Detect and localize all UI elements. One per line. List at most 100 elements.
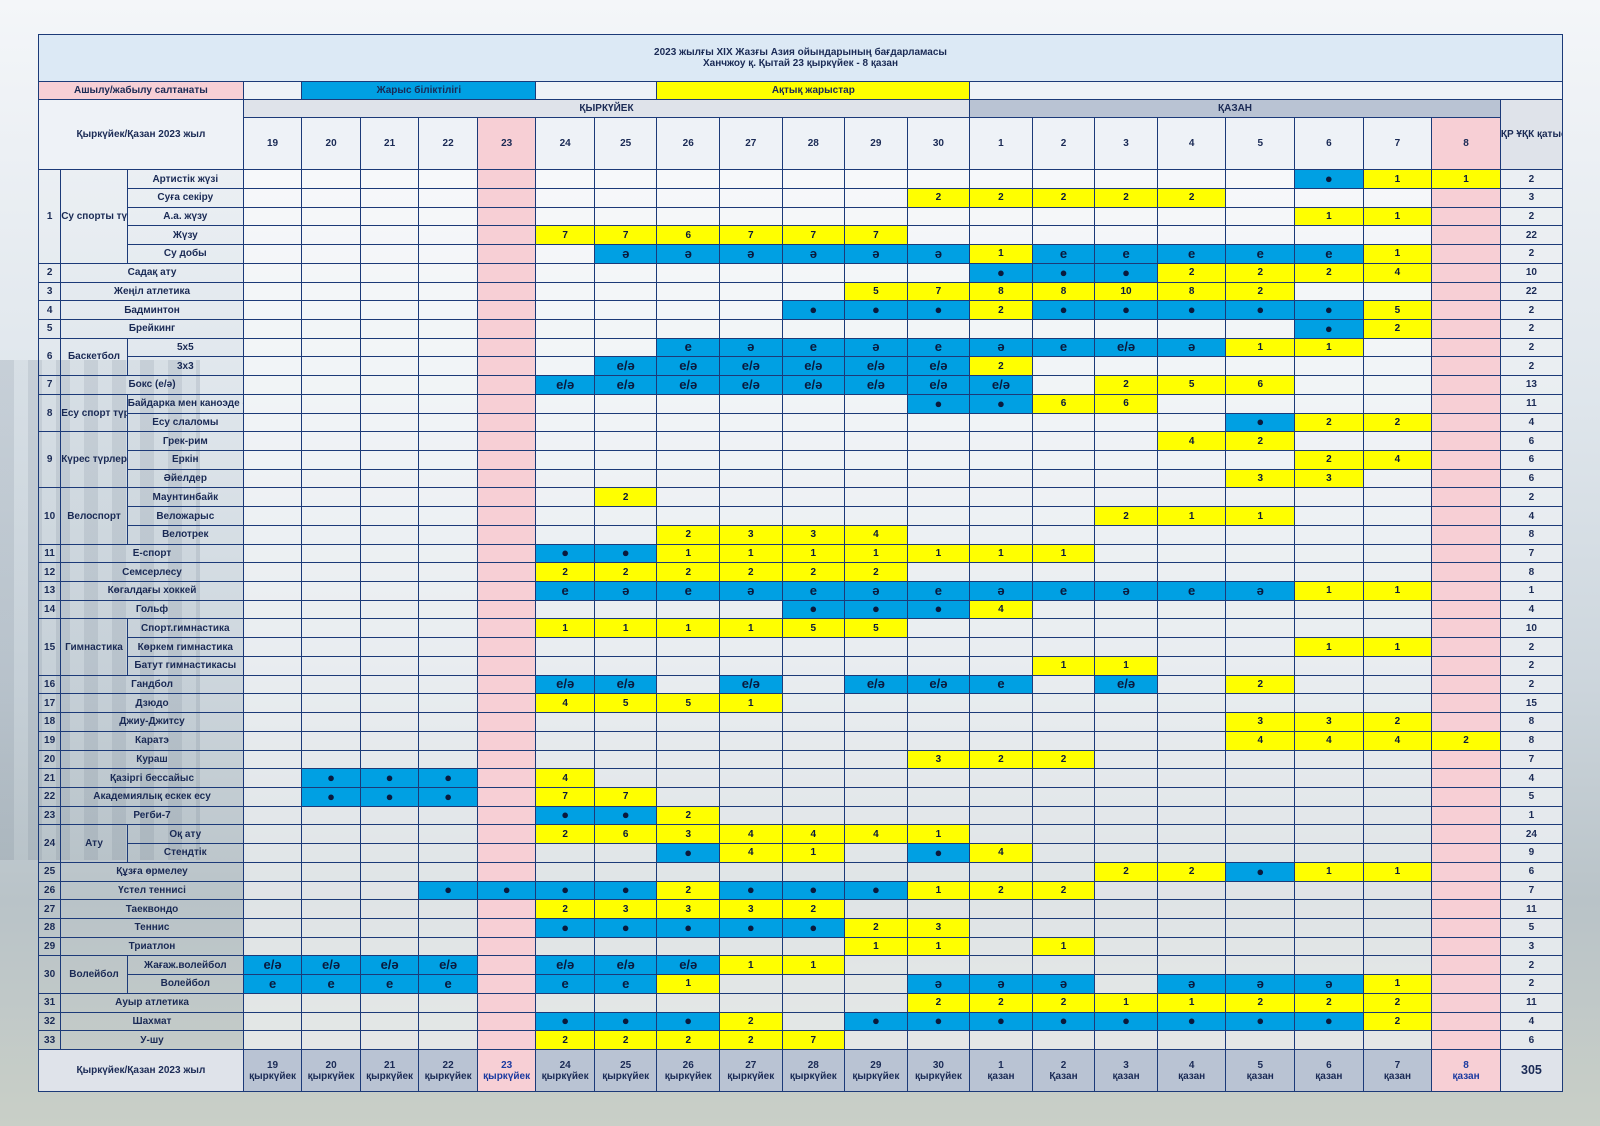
row-number: 19 (37, 730, 62, 751)
row-number: 29 (37, 936, 62, 957)
sport-discipline: Батут гимнастикасы (126, 655, 244, 676)
schedule-cell (1294, 805, 1364, 826)
schedule-cell (656, 749, 720, 770)
schedule-cell (1225, 393, 1296, 414)
sport-row: 3 Жеңіл атлетика 5 7 8 8 10 8 2 22 (37, 281, 1564, 302)
schedule-cell (535, 318, 595, 339)
schedule-cell (535, 393, 595, 414)
row-number: 26 (37, 880, 62, 901)
schedule-cell (1294, 936, 1364, 957)
final-cell: 1 (1031, 936, 1096, 957)
ceremony-cell (476, 917, 537, 938)
legend-finals: Ақтық жарыстар (656, 80, 971, 101)
schedule-cell (1225, 169, 1296, 189)
schedule-cell (301, 393, 361, 414)
footer-day: 6 (1326, 1059, 1332, 1071)
footer-date: 21 қыркүйек (359, 1049, 420, 1092)
schedule-cell (1225, 450, 1296, 470)
final-cell: 2 (535, 1030, 595, 1050)
schedule-cell (242, 786, 303, 807)
schedule-cell (1362, 524, 1433, 545)
schedule-cell (1031, 730, 1096, 751)
qualification-cell: ● (844, 1011, 908, 1032)
sport-group: Велоспорт (60, 487, 128, 545)
schedule-cell (1362, 337, 1433, 358)
row-number: 21 (37, 768, 62, 788)
ceremony-cell (1431, 712, 1501, 732)
qualification-cell: ● (781, 917, 846, 938)
schedule-cell (781, 506, 846, 526)
final-cell: 2 (593, 487, 658, 508)
schedule-cell (593, 337, 658, 358)
final-cell: 4 (969, 843, 1033, 863)
final-cell: 4 (1362, 450, 1433, 470)
schedule-cell (359, 637, 420, 657)
schedule-cell (844, 974, 908, 994)
schedule-cell (719, 506, 783, 526)
final-cell: 5 (844, 281, 908, 302)
schedule-cell (906, 169, 971, 189)
schedule-cell (1031, 618, 1096, 639)
krq-plan-value: 6 (1499, 861, 1564, 882)
qualification-cell: е (359, 974, 420, 994)
qualification-cell: е/ә (359, 955, 420, 976)
footer-month: қыркүйек (727, 1070, 775, 1082)
schedule-cell (1362, 749, 1433, 770)
schedule-cell (1362, 281, 1433, 302)
schedule-cell (906, 506, 971, 526)
ceremony-cell (1431, 524, 1501, 545)
sport-name: Брейкинг (60, 318, 244, 339)
schedule-cell (242, 262, 303, 283)
final-cell: 1 (719, 543, 783, 564)
qualification-cell: е/ә (906, 375, 971, 395)
sport-discipline: Жүзу (126, 225, 244, 246)
sport-discipline: Есу слаломы (126, 412, 244, 433)
final-cell: 1 (1294, 637, 1364, 657)
qualification-cell: е/ә (844, 375, 908, 395)
qualification-cell: е (301, 974, 361, 994)
footer-date: 3 қазан (1094, 1049, 1158, 1092)
schedule-cell (418, 936, 478, 957)
schedule-cell (242, 169, 303, 189)
day-header-7: 7 (1362, 116, 1433, 171)
krq-plan-value: 8 (1499, 730, 1564, 751)
final-cell: 1 (1225, 337, 1296, 358)
sport-name: Таеквондо (60, 899, 244, 919)
ceremony-cell (1431, 899, 1501, 919)
row-number: 14 (37, 599, 62, 620)
final-cell: 1 (781, 843, 846, 863)
schedule-cell (418, 655, 478, 676)
schedule-cell (301, 599, 361, 620)
ceremony-cell (1431, 187, 1501, 208)
schedule-cell (1225, 356, 1296, 377)
schedule-cell (359, 318, 420, 339)
sport-row: 3х3 е/ә е/ә е/ә е/ә е/ә е/ә 2 2 (39, 356, 1564, 377)
sport-row: 11 Е-спорт ● ● 1 1 1 1 1 1 1 7 (37, 543, 1564, 564)
footer-month: қыркүйек (366, 1070, 414, 1082)
sport-row: 26 Үстел теннисі ● ● ● ● 2 ● ● ● 1 2 2 7 (37, 880, 1564, 901)
sport-row: 20 Кураш 3 2 2 7 (37, 749, 1564, 770)
footer-date: 27 қыркүйек (719, 1049, 783, 1092)
final-cell: 5 (844, 618, 908, 639)
schedule-cell (593, 300, 658, 320)
schedule-cell (781, 281, 846, 302)
qualification-cell: е/ә (593, 955, 658, 976)
schedule-cell (656, 169, 720, 189)
final-cell: 1 (906, 936, 971, 957)
schedule-cell (242, 749, 303, 770)
schedule-cell (1294, 562, 1364, 583)
schedule-cell (969, 206, 1033, 227)
qualification-cell: ә (1225, 581, 1296, 601)
schedule-cell (1031, 843, 1096, 863)
schedule-cell (418, 543, 478, 564)
qualification-cell: ● (593, 917, 658, 938)
schedule-cell (906, 786, 971, 807)
krq-plan-value: 5 (1499, 786, 1564, 807)
qualification-cell: е (593, 974, 658, 994)
ceremony-cell (476, 412, 537, 433)
schedule-cell (359, 562, 420, 583)
schedule-cell (656, 187, 720, 208)
day-header-27: 27 (719, 116, 783, 171)
row-number: 17 (37, 693, 62, 714)
final-cell: 2 (1362, 1011, 1433, 1032)
